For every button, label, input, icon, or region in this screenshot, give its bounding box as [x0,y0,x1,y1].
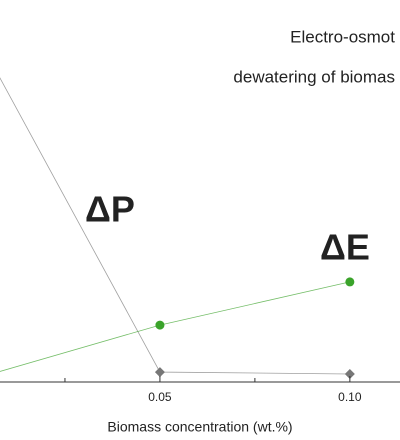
chart-title-line: dewatering of biomas [233,67,395,86]
x-axis-label: Biomass concentration (wt.%) [107,419,292,435]
plot-area [0,77,355,379]
x-tick-label: 0.10 [338,390,362,404]
point [154,367,165,378]
series-label: ΔP [85,189,135,230]
x-tick-label: 0.05 [148,390,172,404]
point [345,277,355,287]
point [344,368,355,379]
series-label: ΔE [320,227,370,268]
point [155,320,165,330]
chart-title-line: Electro-osmot [290,27,395,46]
